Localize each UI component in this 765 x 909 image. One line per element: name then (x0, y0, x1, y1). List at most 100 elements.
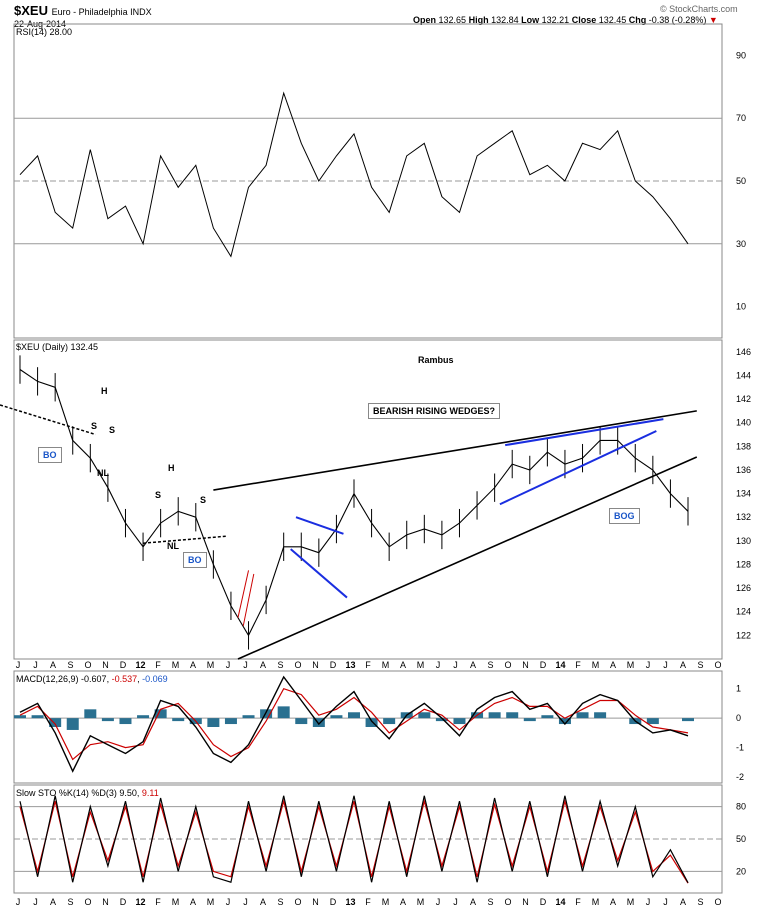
sto-x-tick-label: A (680, 897, 686, 907)
price-x-tick-label: A (50, 660, 56, 670)
sto-x-tick-label: J (33, 897, 38, 907)
wedge-lower-trendline (237, 456, 698, 660)
symbol-name: Euro - Philadelphia INDX (51, 7, 152, 17)
sto-x-tick-label: M (627, 897, 635, 907)
sto-x-tick-label: M (592, 897, 600, 907)
sto-legend-prefix: Slow STO %K(14) %D(3) (16, 788, 117, 798)
sto-x-tick-label: D (540, 897, 547, 907)
price-x-tick-label: J (226, 660, 231, 670)
rsi-tick-label: 90 (736, 50, 746, 60)
sto-x-tick-label: N (522, 897, 529, 907)
flag-lower-line (290, 548, 348, 599)
ohlc-readout: Open 132.65 High 132.84 Low 132.21 Close… (413, 15, 718, 25)
annotation-s-1: S (91, 421, 98, 431)
price-x-tick-label: N (312, 660, 319, 670)
price-panel-frame (13, 339, 723, 660)
sto-x-tick-label: J (243, 897, 248, 907)
annotation-bo-2: BO (183, 552, 207, 568)
sto-x-tick-label: F (365, 897, 371, 907)
sto-x-tick-label: J (436, 897, 441, 907)
macd-tick-label: 0 (736, 713, 741, 723)
chg-value: -0.38 (-0.28%) (648, 15, 707, 25)
sto-x-tick-label: D (330, 897, 337, 907)
sto-x-tick-label: M (207, 897, 215, 907)
price-tick-label: 144 (736, 370, 751, 380)
sto-x-tick-label: J (16, 897, 21, 907)
price-x-tick-label: 12 (135, 660, 145, 670)
price-tick-label: 142 (736, 394, 751, 404)
sto-x-tick-label: O (84, 897, 91, 907)
high-value: 132.84 (491, 15, 519, 25)
price-panel-title: Rambus (418, 355, 454, 365)
price-tick-label: 124 (736, 607, 751, 617)
watermark: © StockCharts.com (660, 4, 738, 14)
rsi-legend: RSI(14) 28.00 (16, 27, 73, 37)
macd-histogram-bar (172, 718, 185, 722)
sto-x-tick-label: D (120, 897, 127, 907)
sto-x-tick-label: S (277, 897, 283, 907)
macd-panel-frame (13, 670, 723, 784)
price-x-tick-label: 14 (555, 660, 565, 670)
price-x-tick-label: A (400, 660, 406, 670)
macd-histogram-bar (119, 718, 132, 725)
macd-legend-signal: -0.537 (111, 674, 138, 684)
macd-histogram-bar (66, 718, 79, 730)
price-x-tick-label: A (260, 660, 266, 670)
sto-x-tick-label: A (190, 897, 196, 907)
macd-histogram-bar (14, 715, 26, 719)
price-x-tick-label: S (697, 660, 703, 670)
rsi-tick-label: 70 (736, 113, 746, 123)
price-x-tick-label: J (16, 660, 21, 670)
price-x-tick-label: F (575, 660, 581, 670)
macd-histogram-bar (31, 715, 44, 719)
price-x-tick-label: M (207, 660, 215, 670)
macd-histogram-bar (365, 718, 378, 727)
annotation-nl-2: NL (167, 541, 179, 551)
macd-legend-prefix: MACD(12,26,9) (16, 674, 79, 684)
price-x-tick-label: 13 (345, 660, 355, 670)
sto-x-tick-label: J (226, 897, 231, 907)
price-x-tick-label: J (243, 660, 248, 670)
open-label: Open (413, 15, 437, 25)
sto-x-tick-label: S (697, 897, 703, 907)
macd-tick-label: 1 (736, 684, 741, 694)
macd-histogram-bar (418, 712, 431, 719)
high-label: High (468, 15, 489, 25)
price-x-tick-label: S (487, 660, 493, 670)
sto-x-tick-label: O (294, 897, 301, 907)
macd-legend-hist: -0.069 (142, 674, 168, 684)
close-label: Close (571, 15, 597, 25)
price-tick-label: 128 (736, 559, 751, 569)
sto-legend-k: 9.50 (119, 788, 137, 798)
macd-histogram-bar (541, 715, 554, 719)
sto-legend-d: 9.11 (141, 788, 159, 798)
close-value: 132.45 (598, 15, 627, 25)
price-x-tick-label: M (627, 660, 635, 670)
price-x-tick-label: J (453, 660, 458, 670)
rsi-tick-label: 50 (736, 176, 746, 186)
open-value: 132.65 (438, 15, 467, 25)
small-wedge-lower-line (499, 430, 657, 506)
sto-x-tick-label: S (67, 897, 73, 907)
macd-histogram-bar (295, 718, 308, 725)
red-channel-line (242, 573, 255, 627)
macd-legend-macd: -0.607 (81, 674, 107, 684)
price-tick-label: 130 (736, 536, 751, 546)
annotation-s-3: S (155, 490, 162, 500)
price-x-tick-label: N (102, 660, 109, 670)
macd-histogram-bar (242, 715, 255, 719)
rsi-tick-label: 30 (736, 239, 746, 249)
sto-x-tick-label: O (714, 897, 721, 907)
annotation-nl-1: NL (97, 468, 109, 478)
neckline-1 (0, 404, 96, 436)
rsi-line (19, 91, 689, 258)
symbol-title: $XEU Euro - Philadelphia INDX (14, 3, 152, 18)
price-x-tick-label: D (120, 660, 127, 670)
macd-histogram-bar (277, 706, 290, 719)
price-x-tick-label: J (436, 660, 441, 670)
macd-histogram-bar (594, 712, 607, 719)
low-value: 132.21 (541, 15, 570, 25)
annotation-h-2: H (168, 463, 175, 473)
macd-histogram-bar (558, 718, 571, 725)
